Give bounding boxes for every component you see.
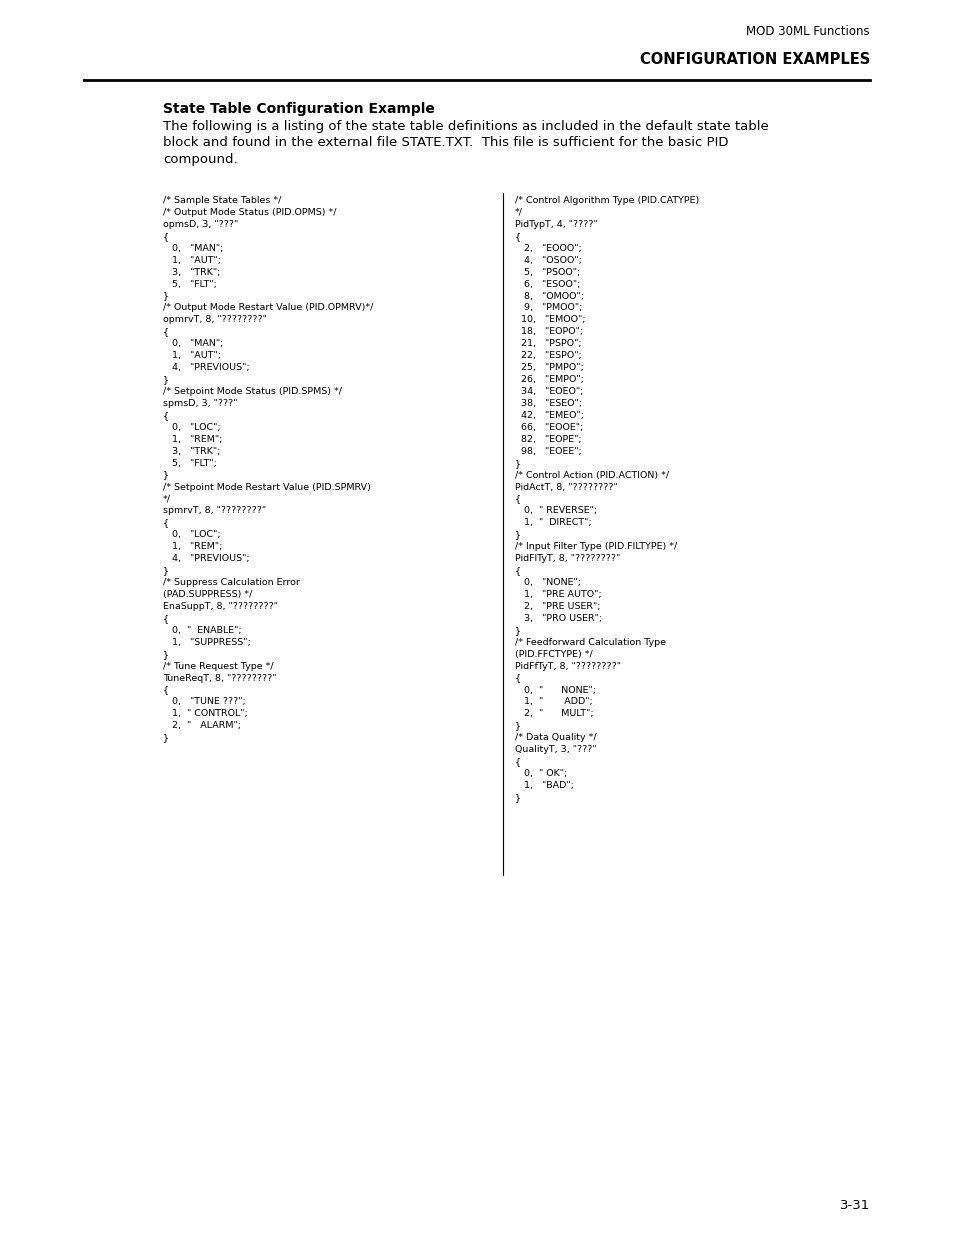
Text: The following is a listing of the state table definitions as included in the def: The following is a listing of the state …: [163, 120, 768, 165]
Text: MOD 30ML Functions: MOD 30ML Functions: [745, 25, 869, 38]
Text: /* Control Algorithm Type (PID.CATYPE)
*/
PidTypT, 4, "????"
{
   2,   "EOOO";
 : /* Control Algorithm Type (PID.CATYPE) *…: [515, 196, 699, 802]
Text: /* Sample State Tables */
/* Output Mode Status (PID.OPMS) */
opmsD, 3, "???"
{
: /* Sample State Tables */ /* Output Mode…: [163, 196, 373, 742]
Text: State Table Configuration Example: State Table Configuration Example: [163, 103, 435, 116]
Text: 3-31: 3-31: [839, 1199, 869, 1212]
Text: CONFIGURATION EXAMPLES: CONFIGURATION EXAMPLES: [639, 52, 869, 67]
